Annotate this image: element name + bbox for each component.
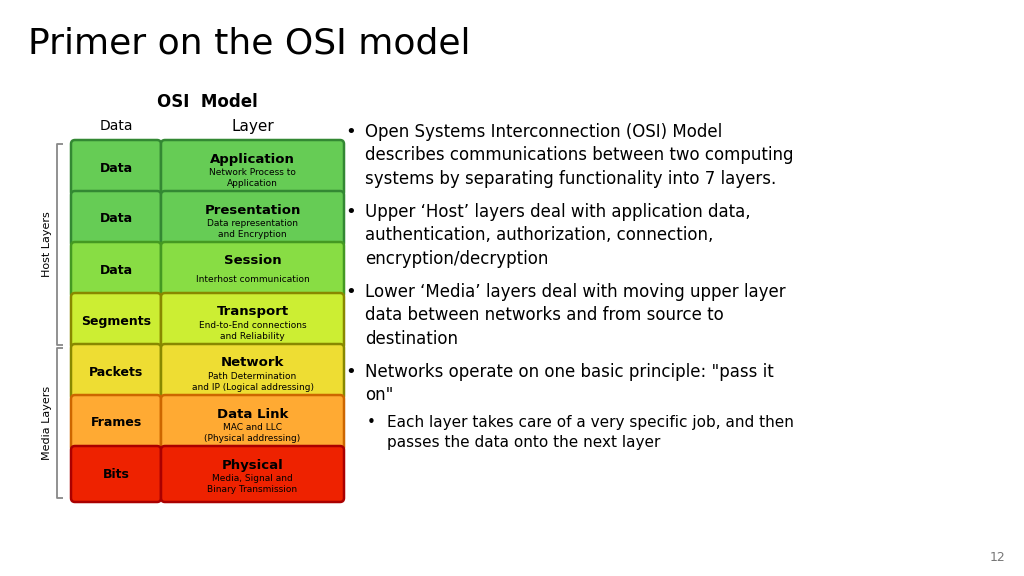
Text: •: • — [345, 203, 355, 221]
FancyBboxPatch shape — [71, 344, 161, 400]
FancyBboxPatch shape — [71, 395, 161, 451]
Text: Upper ‘Host’ layers deal with application data,
authentication, authorization, c: Upper ‘Host’ layers deal with applicatio… — [365, 203, 751, 268]
Text: Data Link: Data Link — [217, 407, 288, 420]
Text: Path Determination
and IP (Logical addressing): Path Determination and IP (Logical addre… — [191, 372, 313, 392]
FancyBboxPatch shape — [161, 242, 344, 298]
Text: Network: Network — [221, 357, 285, 369]
Text: •: • — [345, 283, 355, 301]
Text: Presentation: Presentation — [205, 203, 301, 217]
Text: Data: Data — [99, 161, 132, 175]
FancyBboxPatch shape — [161, 293, 344, 349]
Text: Physical: Physical — [221, 458, 284, 472]
FancyBboxPatch shape — [71, 446, 161, 502]
FancyBboxPatch shape — [71, 242, 161, 298]
FancyBboxPatch shape — [161, 344, 344, 400]
FancyBboxPatch shape — [71, 191, 161, 247]
Text: End-to-End connections
and Reliability: End-to-End connections and Reliability — [199, 321, 306, 341]
Text: Each layer takes care of a very specific job, and then
passes the data onto the : Each layer takes care of a very specific… — [387, 415, 794, 449]
Text: •: • — [345, 363, 355, 381]
FancyBboxPatch shape — [161, 191, 344, 247]
FancyBboxPatch shape — [161, 395, 344, 451]
Text: MAC and LLC
(Physical addressing): MAC and LLC (Physical addressing) — [205, 423, 301, 443]
Text: Media, Signal and
Binary Transmission: Media, Signal and Binary Transmission — [208, 474, 298, 494]
Text: Primer on the OSI model: Primer on the OSI model — [28, 26, 470, 60]
FancyBboxPatch shape — [161, 140, 344, 196]
Text: Interhost communication: Interhost communication — [196, 275, 309, 285]
Text: Data: Data — [99, 263, 132, 276]
Text: Frames: Frames — [90, 416, 141, 430]
Text: 12: 12 — [989, 551, 1005, 564]
FancyBboxPatch shape — [161, 446, 344, 502]
FancyBboxPatch shape — [71, 140, 161, 196]
Text: Packets: Packets — [89, 366, 143, 378]
Text: Open Systems Interconnection (OSI) Model
describes communications between two co: Open Systems Interconnection (OSI) Model… — [365, 123, 794, 188]
Text: Lower ‘Media’ layers deal with moving upper layer
data between networks and from: Lower ‘Media’ layers deal with moving up… — [365, 283, 785, 348]
Text: Transport: Transport — [216, 305, 289, 319]
Text: Data representation
and Encryption: Data representation and Encryption — [207, 219, 298, 239]
FancyBboxPatch shape — [71, 293, 161, 349]
Text: Layer: Layer — [231, 119, 273, 134]
Text: Data: Data — [99, 213, 132, 225]
Text: OSI  Model: OSI Model — [157, 93, 258, 111]
Text: Session: Session — [223, 255, 282, 267]
Text: Segments: Segments — [81, 314, 151, 328]
Text: Network Process to
Application: Network Process to Application — [209, 168, 296, 188]
Text: Application: Application — [210, 153, 295, 165]
Text: Data: Data — [99, 119, 133, 133]
Text: Bits: Bits — [102, 468, 129, 480]
Text: Host Layers: Host Layers — [42, 211, 52, 278]
Text: Media Layers: Media Layers — [42, 386, 52, 460]
Text: •: • — [345, 123, 355, 141]
Text: •: • — [367, 415, 376, 430]
Text: Networks operate on one basic principle: "pass it
on": Networks operate on one basic principle:… — [365, 363, 774, 404]
